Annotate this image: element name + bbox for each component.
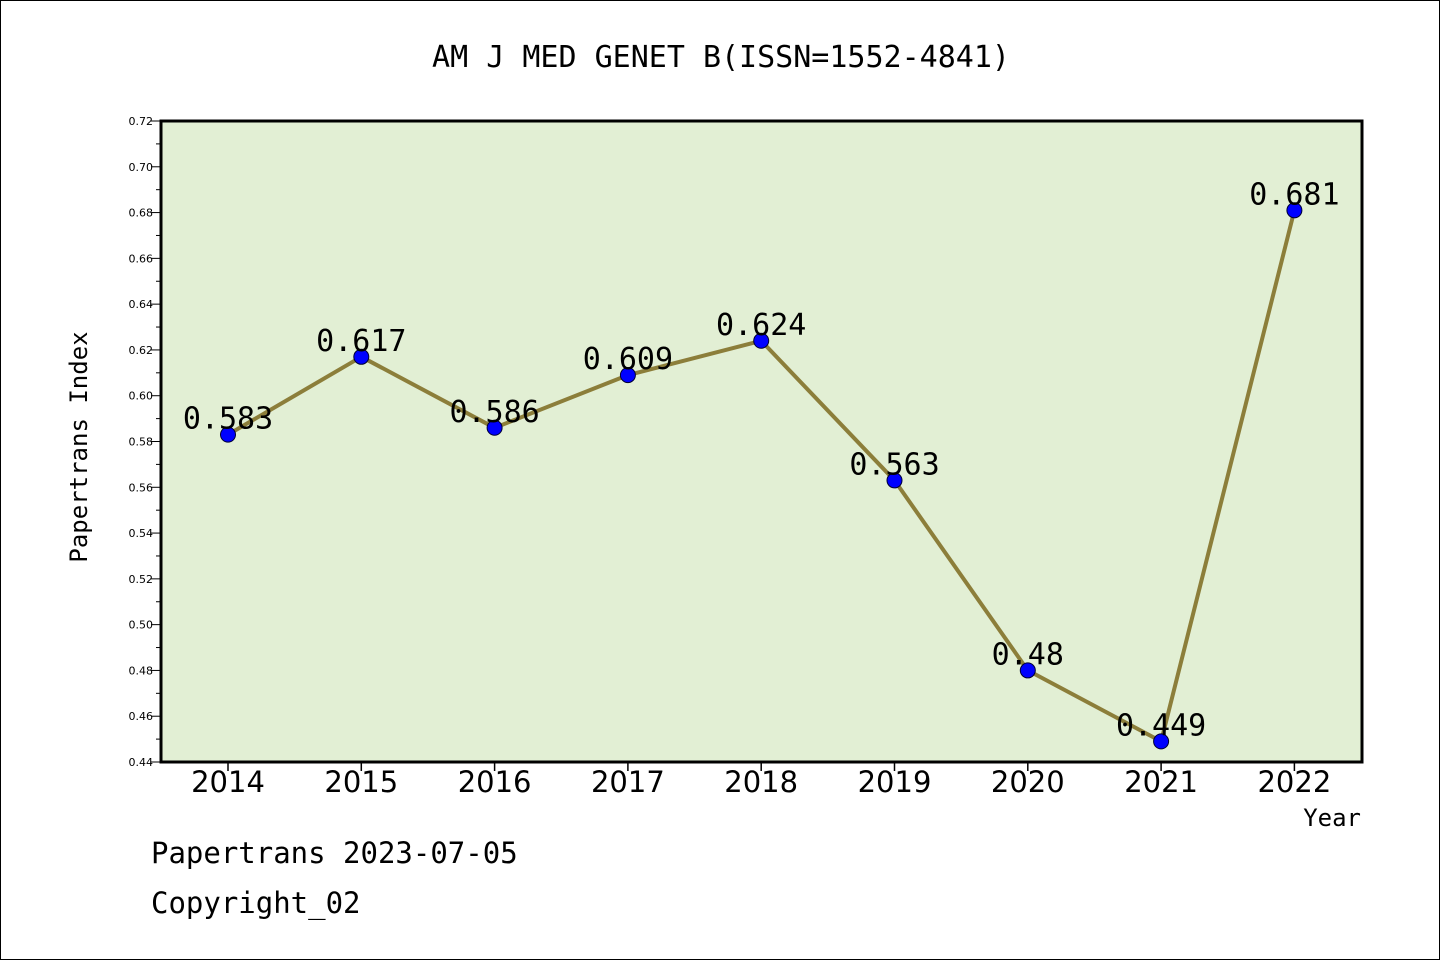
y-tick-label: 0.72 <box>129 115 154 128</box>
chart-title: AM J MED GENET B(ISSN=1552-4841) <box>432 40 1010 75</box>
x-tick-label: 2020 <box>991 765 1065 799</box>
plot-area <box>159 119 1364 764</box>
data-point <box>1153 733 1170 750</box>
series-layer: 0.583 0.617 0.586 0.609 0.624 0.563 0.48 0.449 0… <box>183 177 1340 750</box>
data-point <box>220 426 236 443</box>
data-label: 0.48 <box>992 637 1064 672</box>
data-point <box>353 348 370 365</box>
y-axis-label: Papertrans Index <box>65 331 93 562</box>
y-tick-label: 0.54 <box>129 527 154 540</box>
y-tick-label: 0.66 <box>129 252 154 265</box>
y-tick-label: 0.46 <box>129 710 154 723</box>
data-point <box>886 472 903 489</box>
data-point <box>1286 202 1303 219</box>
x-tick-label: 2017 <box>591 765 665 799</box>
y-tick-label: 0.56 <box>129 481 154 494</box>
y-tick-label: 0.58 <box>129 436 154 449</box>
y-tick-label: 0.62 <box>129 344 154 357</box>
y-axis: 0.44 0.46 0.48 0.50 0.52 0.54 0.56 0.58 0.60 0.62… <box>129 115 161 769</box>
y-tick-label: 0.50 <box>129 619 154 632</box>
footer-copyright: Copyright_02 <box>151 886 361 920</box>
y-tick-label: 0.48 <box>129 664 154 677</box>
y-tick-label: 0.68 <box>129 207 154 220</box>
data-label: 0.624 <box>716 308 806 343</box>
data-point <box>753 332 770 349</box>
y-tick-label: 0.60 <box>129 390 154 403</box>
footer-source: Papertrans 2023-07-05 <box>151 836 518 870</box>
x-tick-label: 2019 <box>858 765 932 799</box>
y-tick-label: 0.52 <box>129 573 154 586</box>
y-tick-label: 0.44 <box>129 756 154 769</box>
x-tick-label: 2016 <box>458 765 532 799</box>
x-tick-label: 2015 <box>324 765 398 799</box>
x-tick-label: 2018 <box>724 765 798 799</box>
x-axis: 2014 2015 2016 2017 2018 2019 2020 2021 2022 <box>191 762 1331 799</box>
data-point <box>486 419 503 436</box>
data-label: 0.449 <box>1116 708 1206 743</box>
y-tick-label: 0.64 <box>129 298 154 311</box>
data-label: 0.609 <box>583 342 673 377</box>
x-tick-label: 2014 <box>191 765 265 799</box>
data-point <box>1019 662 1036 679</box>
data-label: 0.681 <box>1249 177 1339 212</box>
data-point <box>619 367 636 384</box>
x-axis-label: Year <box>1303 804 1361 832</box>
data-label: 0.563 <box>849 447 939 482</box>
data-label: 0.583 <box>183 402 273 437</box>
data-label: 0.617 <box>316 324 406 359</box>
x-tick-label: 2021 <box>1124 765 1198 799</box>
y-tick-label: 0.70 <box>129 161 154 174</box>
data-label: 0.586 <box>449 395 539 430</box>
x-tick-label: 2022 <box>1257 765 1331 799</box>
